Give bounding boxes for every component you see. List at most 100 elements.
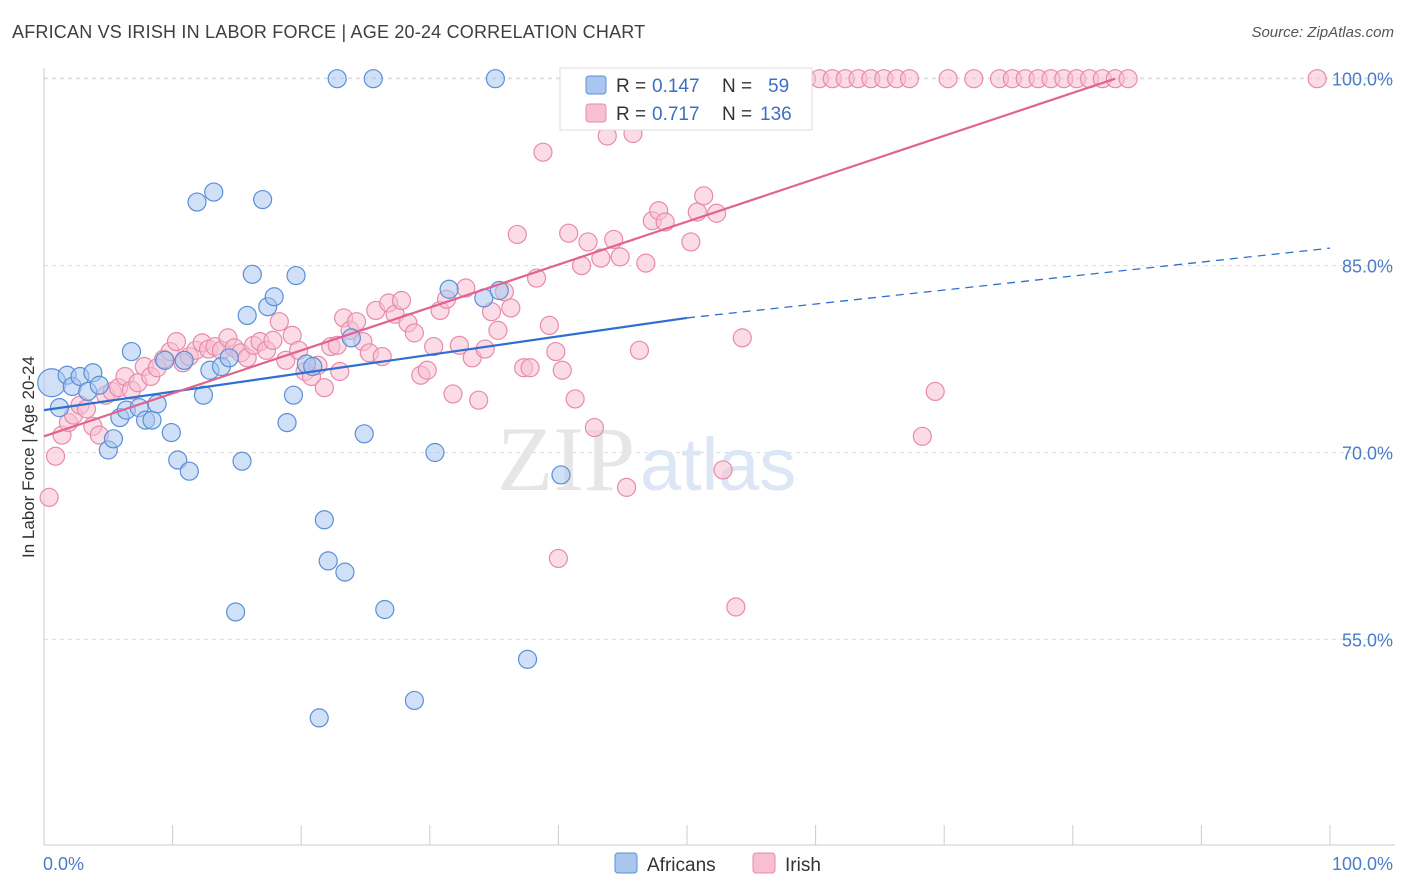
irish-point	[726, 597, 746, 617]
x-tick-label-max: 100.0%	[1332, 854, 1393, 874]
y-axis-label: In Labor Force | Age 20-24	[19, 356, 38, 558]
y-tick-label: 70.0%	[1342, 444, 1393, 464]
irish-point	[45, 446, 66, 466]
africans-trend-line	[43, 316, 688, 412]
africans-point	[204, 182, 224, 202]
irish-point	[391, 290, 412, 311]
irish-point	[681, 232, 701, 252]
legend-africans-n-value: 59	[768, 76, 789, 97]
irish-point	[1307, 69, 1327, 89]
legend-swatch-africans	[585, 75, 607, 95]
irish-point	[501, 298, 521, 318]
irish-point	[616, 477, 637, 497]
africans-points	[37, 69, 601, 728]
y-tick-label: 100.0%	[1332, 70, 1393, 90]
africans-point	[485, 69, 505, 89]
irish-point	[314, 378, 334, 398]
trend-lines	[43, 77, 1331, 438]
africans-point	[253, 189, 273, 210]
irish-trend-line	[43, 77, 1116, 438]
africans-point	[219, 348, 239, 368]
africans-point	[226, 602, 246, 622]
irish-point	[330, 361, 350, 382]
africans-point	[341, 328, 361, 348]
bottom-legend-label-africans: Africans	[647, 855, 716, 876]
irish-point	[732, 328, 752, 348]
irish-point	[475, 339, 495, 359]
irish-point	[404, 323, 424, 343]
irish-point	[706, 203, 727, 223]
legend-africans-r-value: 0.147	[652, 76, 700, 97]
irish-point	[713, 460, 733, 480]
y-tick-label: 85.0%	[1342, 257, 1393, 277]
irish-point	[899, 69, 920, 89]
irish-point	[964, 69, 984, 89]
irish-point	[912, 426, 932, 446]
source-label: Source: ZipAtlas.com	[1251, 24, 1394, 41]
irish-point	[559, 223, 579, 243]
chart-title: AFRICAN VS IRISH IN LABOR FORCE | AGE 20…	[12, 22, 646, 42]
africans-point	[242, 264, 262, 284]
irish-point	[565, 389, 585, 409]
irish-point	[546, 341, 566, 362]
y-tick-labels: 55.0% 70.0% 85.0% 100.0%	[1332, 70, 1393, 651]
africans-point	[142, 410, 162, 430]
legend-africans-r-label: R =	[616, 76, 646, 97]
africans-point	[327, 69, 347, 89]
irish-points	[39, 69, 1327, 617]
irish-point	[925, 381, 945, 402]
irish-point	[507, 224, 527, 245]
irish-point	[584, 417, 605, 438]
africans-point	[168, 450, 188, 470]
irish-point	[39, 487, 59, 507]
irish-point	[533, 142, 553, 162]
africans-point	[103, 429, 124, 449]
irish-point	[346, 312, 367, 332]
africans-point	[335, 562, 355, 582]
africans-point	[264, 287, 284, 307]
africans-point	[286, 265, 306, 286]
africans-point	[89, 375, 109, 395]
africans-trend-line-extended	[686, 247, 1331, 319]
irish-point	[548, 548, 569, 569]
irish-point	[610, 247, 630, 267]
irish-point	[488, 320, 508, 340]
africans-point	[309, 708, 329, 728]
africans-point	[283, 385, 304, 405]
legend-irish-r-value: 0.717	[652, 104, 700, 125]
irish-point	[417, 360, 437, 380]
africans-point	[174, 350, 194, 370]
africans-point	[237, 305, 257, 326]
irish-point	[276, 350, 296, 370]
irish-point	[424, 336, 444, 357]
top-legend: R = 0.147 N = 59 R = 0.717 N = 136	[559, 67, 813, 131]
irish-point	[629, 340, 650, 360]
legend-irish-n-value: 136	[760, 104, 792, 125]
africans-point	[375, 599, 395, 620]
bottom-legend-swatch-africans	[614, 852, 638, 874]
irish-point	[636, 253, 656, 273]
legend-irish-r-label: R =	[616, 104, 646, 125]
irish-point	[694, 186, 714, 206]
y-tick-label: 55.0%	[1342, 630, 1393, 650]
watermark-zip: ZIP	[497, 408, 635, 510]
africans-point	[425, 442, 445, 463]
irish-point	[591, 248, 611, 268]
irish-point	[578, 232, 598, 252]
africans-point	[439, 279, 459, 299]
irish-point	[1118, 69, 1138, 89]
irish-point	[166, 332, 187, 352]
africans-point	[517, 649, 538, 669]
irish-point	[938, 69, 958, 89]
africans-point	[161, 422, 181, 443]
africans-point	[354, 424, 374, 444]
axes	[43, 68, 1395, 846]
africans-point	[314, 510, 334, 530]
africans-point	[179, 461, 199, 481]
irish-point	[520, 358, 540, 378]
x-tick-label-min: 0.0%	[43, 854, 84, 874]
irish-point	[539, 315, 559, 336]
africans-point	[551, 465, 571, 485]
bottom-legend: Africans Irish	[614, 852, 821, 876]
